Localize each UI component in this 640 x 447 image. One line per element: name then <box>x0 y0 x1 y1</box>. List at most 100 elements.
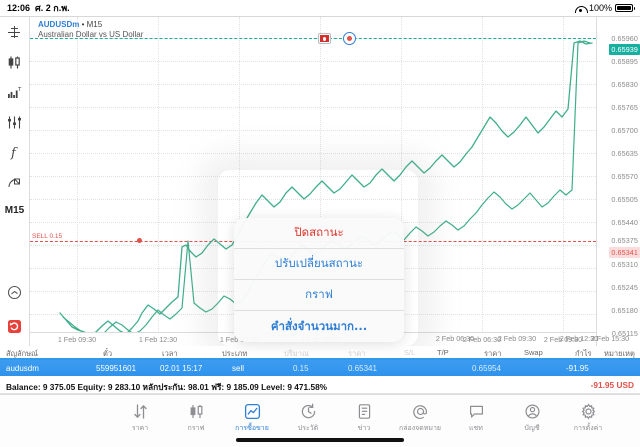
battery-percent: 100% <box>588 3 612 13</box>
tab-quotes[interactable]: ราคา <box>112 395 168 434</box>
price-tick: 0.65700 <box>611 126 638 135</box>
col-price-open: ราคา <box>348 349 366 358</box>
tab-quotes-label: ราคา <box>131 424 149 432</box>
news-flag-icon[interactable] <box>318 33 331 44</box>
price-tick: 0.65570 <box>611 172 638 181</box>
gridline-h <box>30 84 596 85</box>
price-tick: 0.65765 <box>611 103 638 112</box>
cell-symbol: audusdm <box>6 364 39 373</box>
home-indicator <box>236 438 404 442</box>
chart-symbol: AUDUSDm <box>38 20 80 29</box>
tab-chat[interactable]: แชท <box>448 395 504 434</box>
col-symbol: สัญลักษณ์ <box>6 349 39 358</box>
gridline-v <box>482 17 483 347</box>
price-axis[interactable]: 0.65960 0.65939 0.65895 0.65830 0.65765 … <box>596 17 640 347</box>
objects-icon[interactable] <box>1 167 29 197</box>
price-tick: 0.65310 <box>611 260 638 269</box>
price-tick: 0.65895 <box>611 57 638 66</box>
cell-time: 02.01 15:17 <box>160 364 203 373</box>
refresh-trade-icon[interactable] <box>1 311 29 341</box>
cell-open-price: 0.65341 <box>348 364 377 373</box>
tab-history[interactable]: ประวัติ <box>280 395 336 434</box>
menu-item-modify-position[interactable]: ปรับเปลี่ยนสถานะ <box>234 249 404 280</box>
table-row[interactable]: audusdm 559951601 02.01 15:17 sell 0.15 … <box>0 360 640 376</box>
tab-news[interactable]: ข่าว <box>336 395 392 434</box>
time-tick: 2 Feb 09:30 <box>543 335 583 344</box>
svg-text:f: f <box>10 146 18 160</box>
gridline-v <box>158 17 159 347</box>
account-total-profit: -91.95 USD <box>590 380 634 390</box>
clock-history-icon[interactable] <box>1 277 29 307</box>
gridline-h <box>30 176 596 177</box>
col-volume: ปริมาณ <box>284 349 309 358</box>
sell-position-marker[interactable] <box>343 32 356 45</box>
candlestick-icon[interactable] <box>1 47 29 77</box>
crosshair-icon[interactable] <box>1 17 29 47</box>
tab-charts[interactable]: กราฟ <box>168 395 224 434</box>
position-context-menu: ปิดสถานะ ปรับเปลี่ยนสถานะ กราฟ คำสั่งจำน… <box>234 218 404 342</box>
chart-description: Australian Dollar vs US Dollar <box>38 30 144 39</box>
account-summary-text: Balance: 9 375.05 Equity: 9 283.10 หลักป… <box>6 382 328 392</box>
trade-graph-icon <box>244 401 261 421</box>
gridline-h <box>30 107 596 108</box>
function-icon[interactable]: f <box>1 137 29 167</box>
menu-item-close-position[interactable]: ปิดสถานะ <box>234 218 404 249</box>
price-tick: 0.65375 <box>611 236 638 245</box>
status-date: ศ. 2 ก.พ. <box>35 3 70 13</box>
price-tick: 0.65180 <box>611 306 638 315</box>
price-tick: 0.65115 <box>611 329 638 338</box>
price-tick: 0.65245 <box>611 283 638 292</box>
tab-settings[interactable]: การตั้งค่า <box>560 395 616 434</box>
col-price: ราคา <box>484 349 502 358</box>
indicators-icon[interactable] <box>1 107 29 137</box>
chart-symbol-line: AUDUSDm • M15 <box>38 20 143 30</box>
gridline-v <box>77 17 78 347</box>
trade-table-header: สัญลักษณ์ ตั๋ว เวลา ประเภท ปริมาณ ราคา S… <box>0 346 640 360</box>
gridline-h <box>30 61 596 62</box>
status-bar-left: 12:06 ศ. 2 ก.พ. <box>7 1 70 15</box>
sell-price-label: 0.65341 <box>609 247 640 258</box>
chart-symbol-separator: • <box>81 20 85 29</box>
battery-icon <box>615 4 635 12</box>
col-ticket: ตั๋ว <box>103 349 113 358</box>
bottom-tab-bar: ราคา กราฟ การซื้อขาย <box>0 394 640 447</box>
cell-ticket: 559951601 <box>96 364 137 373</box>
col-tp: T/P <box>437 348 449 357</box>
quotes-arrows-icon <box>132 401 149 421</box>
mailbox-at-icon <box>412 401 429 421</box>
price-tick: 0.65960 <box>611 34 638 43</box>
tab-mailbox[interactable]: กล่องจดหมาย <box>392 395 448 434</box>
tab-accounts[interactable]: บัญชี <box>504 395 560 434</box>
chat-bubble-icon <box>468 401 485 421</box>
price-series-overlay <box>59 40 593 336</box>
menu-item-bulk-orders[interactable]: คำสั่งจำนวนมาก... <box>270 318 368 333</box>
svg-text:T: T <box>17 87 22 93</box>
col-profit: กำไร <box>575 349 592 358</box>
wifi-icon <box>574 4 588 13</box>
cell-type: sell <box>232 364 245 373</box>
tab-trade[interactable]: การซื้อขาย <box>224 395 280 434</box>
status-bar-right: 100% <box>574 3 635 13</box>
tab-charts-label: กราฟ <box>187 424 205 432</box>
news-doc-icon <box>356 401 373 421</box>
chart-timeframe: M15 <box>86 20 103 29</box>
gridline-v <box>401 17 402 347</box>
timeframe-label[interactable]: M15 <box>4 204 25 216</box>
menu-item-chart[interactable]: กราฟ <box>234 280 404 311</box>
col-type: ประเภท <box>222 349 248 358</box>
bar-chart-icon[interactable]: T <box>1 77 29 107</box>
tab-chat-label: แชท <box>469 424 483 432</box>
time-tick: 2 Feb 06:30 <box>462 335 502 344</box>
gridline-h <box>30 153 596 154</box>
time-tick: 1 Feb 12:30 <box>138 335 178 344</box>
price-tick: 0.65505 <box>611 195 638 204</box>
tab-accounts-label: บัญชี <box>524 424 540 432</box>
current-price-line <box>30 38 596 39</box>
sell-line-label: SELL 0.15 <box>32 233 63 240</box>
status-bar: 12:06 ศ. 2 ก.พ. 100% <box>0 0 640 16</box>
price-tick: 0.65830 <box>611 80 638 89</box>
tab-settings-label: การตั้งค่า <box>573 424 603 432</box>
tab-history-label: ประวัติ <box>297 424 319 432</box>
price-tick: 0.65635 <box>611 149 638 158</box>
status-time: 12:06 <box>7 3 31 13</box>
